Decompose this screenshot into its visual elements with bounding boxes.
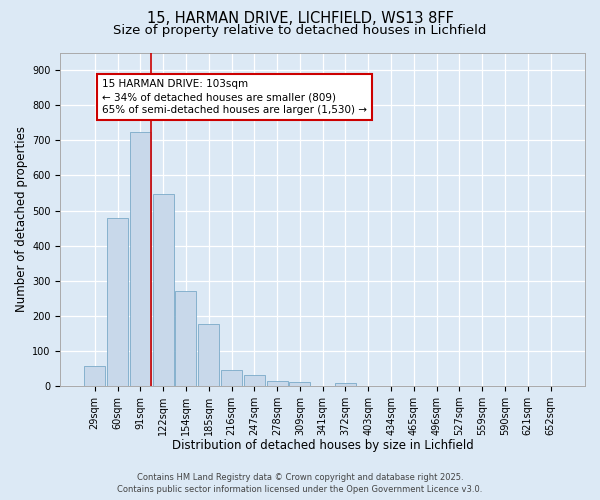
Text: Contains HM Land Registry data © Crown copyright and database right 2025.
Contai: Contains HM Land Registry data © Crown c… [118, 472, 482, 494]
Bar [198, 324, 219, 386]
Bar [107, 218, 128, 386]
Bar [244, 374, 265, 386]
Bar [130, 132, 151, 386]
Bar [335, 384, 356, 386]
Bar [221, 370, 242, 386]
X-axis label: Distribution of detached houses by size in Lichfield: Distribution of detached houses by size … [172, 440, 473, 452]
Bar [289, 382, 310, 386]
Bar [152, 194, 173, 386]
Text: Size of property relative to detached houses in Lichfield: Size of property relative to detached ho… [113, 24, 487, 37]
Bar [84, 366, 105, 386]
Bar [175, 292, 196, 386]
Y-axis label: Number of detached properties: Number of detached properties [15, 126, 28, 312]
Text: 15, HARMAN DRIVE, LICHFIELD, WS13 8FF: 15, HARMAN DRIVE, LICHFIELD, WS13 8FF [146, 11, 454, 26]
Text: 15 HARMAN DRIVE: 103sqm
← 34% of detached houses are smaller (809)
65% of semi-d: 15 HARMAN DRIVE: 103sqm ← 34% of detache… [102, 79, 367, 115]
Bar [266, 381, 287, 386]
